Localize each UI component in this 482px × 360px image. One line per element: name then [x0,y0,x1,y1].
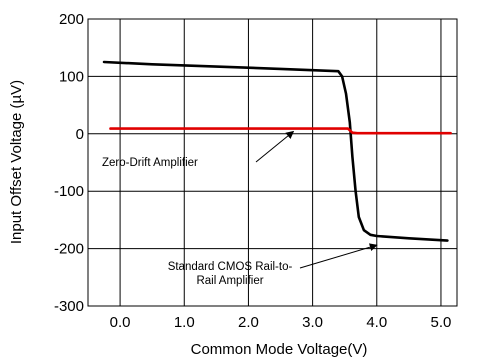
cmos-annotation: Standard CMOS Rail-to- Rail Amplifier [168,261,293,287]
y-tick-label: 200 [59,11,84,28]
zero-drift-arrow [255,130,295,163]
y-tick-label: -300 [54,298,84,315]
cmos-annotation-line: Standard CMOS Rail-to- [168,261,293,273]
y-tick-label: -200 [54,241,84,258]
cmos-arrow [299,243,378,269]
x-tick-label: 3.0 [302,314,323,331]
series-lines [102,60,452,242]
annotations: Zero-Drift Amplifier Standard CMOS Rail-t… [102,130,378,287]
x-axis-label: Common Mode Voltage(V) [191,341,368,358]
x-tick-label: 5.0 [431,314,452,331]
cmos-series-line [102,60,449,242]
tick-labels: 0.0 1.0 2.0 3.0 4.0 5.0 200 100 0 -100 -200 -300 [54,11,451,331]
plot-frame [87,18,458,307]
cmos-annotation-line: Rail Amplifier [196,275,263,287]
y-axis-label: Input Offset Voltage (µV) [8,80,25,244]
x-tick-label: 0.0 [110,314,131,331]
zero-drift-annotation-line: Zero-Drift Amplifier [102,157,198,169]
zero-drift-annotation: Zero-Drift Amplifier [102,157,198,169]
y-tick-label: 100 [59,68,84,85]
x-tick-label: 2.0 [238,314,259,331]
x-tick-label: 1.0 [174,314,195,331]
y-tick-label: -100 [54,183,84,200]
x-tick-label: 4.0 [366,314,387,331]
zero-drift-series-line [109,127,452,135]
y-tick-label: 0 [76,126,84,143]
